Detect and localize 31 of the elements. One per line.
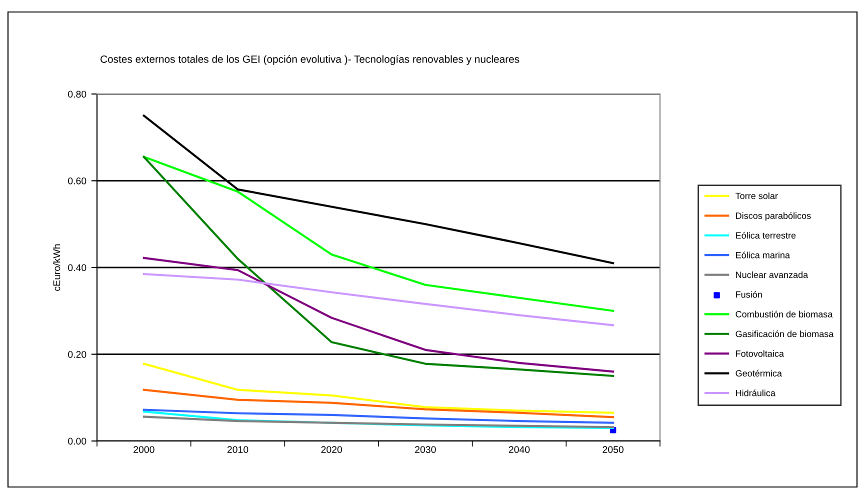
x-tick-label: 2020 <box>321 446 342 453</box>
legend-label: Fusión <box>736 291 762 298</box>
line-series <box>142 362 614 414</box>
legend-label: Discos parabólicos <box>736 212 811 221</box>
y-axis-title: cEuro/kWh <box>53 244 60 291</box>
y-tick-label: 0.80 <box>68 90 86 98</box>
legend-label: Eólica marina <box>736 252 790 258</box>
x-tick-label: 2050 <box>602 446 624 453</box>
legend-label: Hidráulica <box>736 390 776 396</box>
line-series <box>142 256 614 373</box>
line-series <box>142 388 614 418</box>
legend-label: Geotérmica <box>736 370 782 377</box>
y-tick-label: 0.60 <box>68 177 86 184</box>
y-tick-label: 0.00 <box>68 438 86 445</box>
x-tick-label: 2040 <box>508 446 530 453</box>
legend-label: Combustión de biomasa <box>736 310 833 318</box>
x-tick-label: 2010 <box>227 446 248 453</box>
legend-label: Fotovoltaica <box>736 350 784 357</box>
legend-label: Eólica terrestre <box>736 232 796 239</box>
line-series <box>142 408 614 424</box>
x-tick-label: 2000 <box>134 446 154 453</box>
chart-title: Costes externos totales de los GEI (opción evolutiva )- Tecnologías renovables y nucleares <box>100 55 520 65</box>
line-series <box>142 156 614 377</box>
legend-label: Nuclear avanzada <box>736 271 808 278</box>
x-tick-label: 2030 <box>415 446 436 453</box>
line-series <box>142 156 614 312</box>
y-tick-label: 0.20 <box>68 350 86 358</box>
legend-label: Gasificación de biomasa <box>736 330 834 338</box>
line-series <box>142 272 614 326</box>
legend-label: Torre solar <box>736 192 778 200</box>
y-tick-label: 0.40 <box>68 264 86 272</box>
